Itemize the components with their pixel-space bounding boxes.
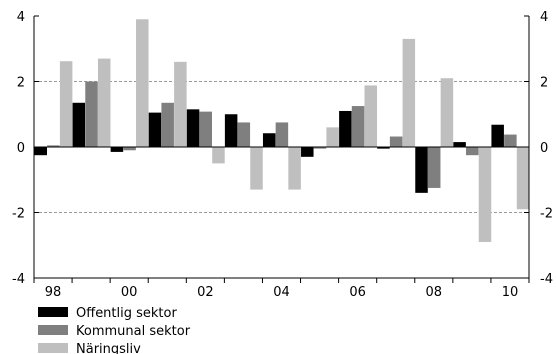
legend-label: Näringsliv: [76, 342, 141, 354]
bar: [199, 111, 212, 147]
x-tick-label: 06: [349, 285, 366, 300]
bar: [389, 136, 403, 147]
x-tick-label: 10: [502, 285, 519, 300]
bar: [516, 147, 530, 210]
bar: [59, 61, 73, 147]
y-tick-label-left: 0: [17, 141, 25, 156]
y-axis-left-ticks: -4 -2 0 2 4: [12, 10, 39, 287]
bar: [186, 109, 200, 147]
bar: [288, 147, 301, 190]
bar: [161, 102, 174, 147]
legend-label: Kommunal sektor: [76, 324, 191, 339]
y-tick-label-right: 2: [540, 76, 548, 91]
y-tick-label-left: 4: [17, 10, 25, 25]
x-axis-ticks: 98 00 02 04 06 08 10: [33, 278, 530, 300]
y-tick-label-left: -2: [12, 207, 25, 222]
bar: [466, 147, 479, 156]
bar: [136, 19, 149, 147]
bar: [364, 85, 377, 147]
legend-swatch: [38, 307, 68, 317]
legend-label: Offentlig sektor: [76, 306, 177, 321]
bar: [85, 81, 98, 147]
y-tick-label-left: -4: [12, 272, 25, 287]
bar: [453, 142, 466, 147]
legend-swatch: [38, 343, 68, 353]
y-tick-label-right: 4: [540, 10, 548, 25]
bar: [110, 147, 124, 152]
y-tick-label-right: -2: [540, 207, 553, 222]
legend-swatch: [38, 325, 68, 335]
bar: [97, 58, 111, 148]
bar: [504, 134, 517, 147]
bar: [339, 110, 352, 147]
bar: [148, 112, 162, 147]
bar: [47, 145, 60, 147]
x-tick-label: 04: [273, 285, 290, 300]
bar: [34, 147, 47, 156]
x-tick-label: 98: [45, 285, 62, 300]
legend: Offentlig sektor Kommunal sektor Näringsli…: [38, 306, 191, 354]
bar: [326, 127, 339, 147]
bar: [313, 147, 327, 149]
y-tick-label-right: -4: [540, 272, 553, 287]
y-tick-label-right: 0: [540, 141, 548, 156]
bar: [275, 122, 289, 147]
bar: [237, 122, 251, 147]
bar: [415, 147, 428, 193]
y-tick-label-left: 2: [17, 76, 25, 91]
bar: [123, 147, 136, 151]
bar: [301, 147, 314, 157]
bar: [491, 124, 504, 147]
x-tick-label: 02: [197, 285, 214, 300]
x-tick-label: 08: [426, 285, 443, 300]
bar: [224, 114, 238, 147]
bar: [351, 106, 365, 147]
bar: [478, 147, 492, 242]
x-tick-label: 00: [121, 285, 138, 300]
bar: [250, 147, 263, 190]
bar: [440, 78, 454, 147]
y-axis-right-ticks: -4 -2 0 2 4: [524, 10, 553, 287]
bar: [402, 38, 416, 147]
bar: [377, 147, 390, 149]
bar: [262, 133, 276, 147]
axes-layer: [33, 16, 530, 279]
bar: [427, 147, 441, 188]
bar: [72, 102, 86, 147]
bar: [212, 147, 225, 164]
bar: [174, 61, 187, 147]
bars-layer: [34, 19, 530, 242]
